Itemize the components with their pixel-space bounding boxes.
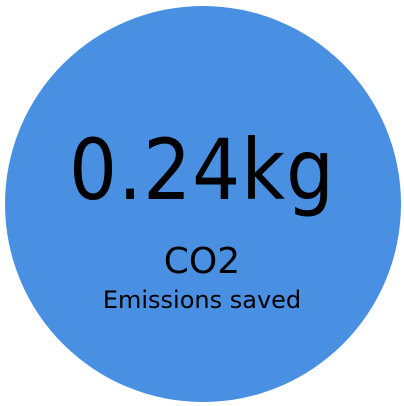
badge-circle bbox=[5, 6, 401, 402]
unit: CO2 bbox=[163, 241, 241, 282]
caption: Emissions saved bbox=[102, 286, 302, 314]
value: 0.24kg bbox=[69, 121, 335, 219]
